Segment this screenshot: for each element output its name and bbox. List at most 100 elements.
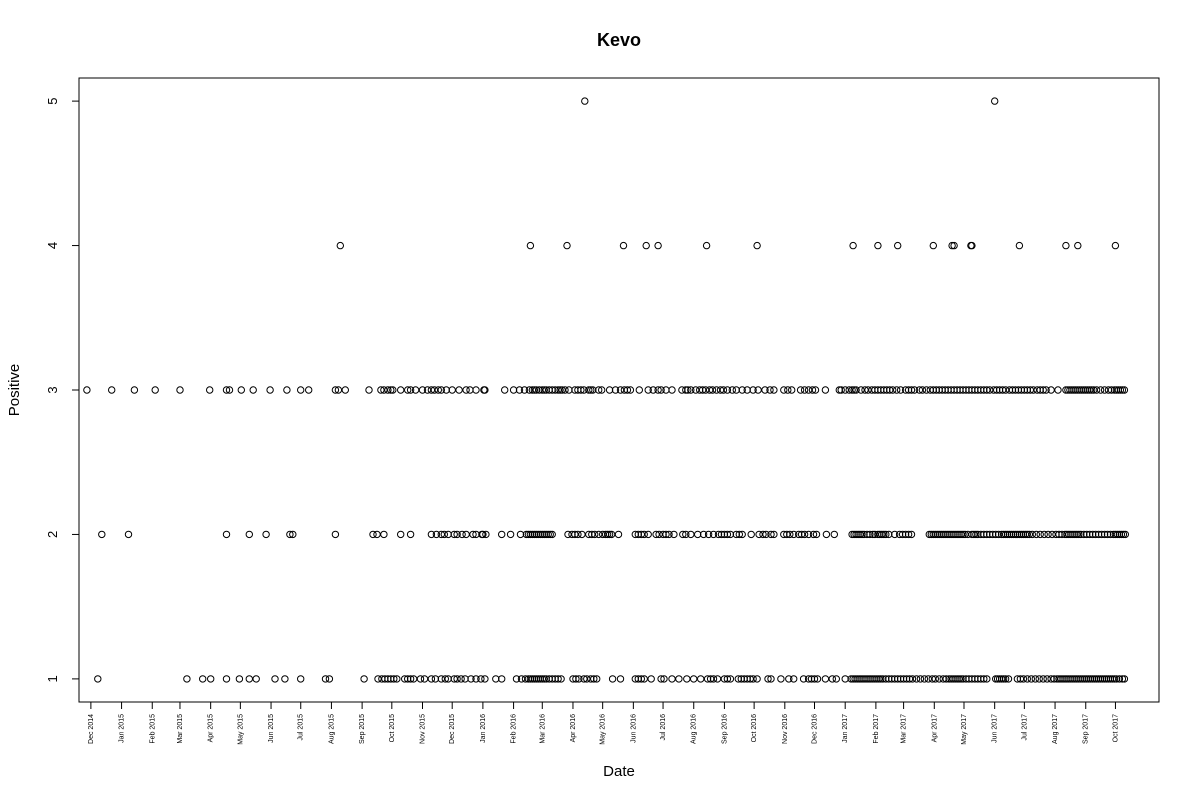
data-point (458, 530, 466, 539)
x-tick-label: Jun 2017 (992, 714, 999, 743)
data-point (804, 386, 813, 394)
data-point (397, 386, 405, 394)
data-point (687, 530, 695, 539)
x-tick-label: Jan 2016 (480, 714, 487, 743)
data-point (289, 530, 297, 539)
data-point (786, 530, 794, 539)
data-point (998, 386, 1007, 394)
data-point (712, 386, 721, 394)
data-point (334, 386, 343, 394)
data-point (1067, 530, 1075, 539)
data-point (907, 530, 916, 539)
data-point (755, 530, 763, 539)
data-point (448, 386, 456, 394)
data-point (207, 675, 215, 683)
data-point (795, 530, 803, 539)
data-point (665, 530, 673, 539)
x-tick-label: Feb 2015 (149, 714, 156, 744)
data-point (856, 530, 864, 539)
data-point (380, 386, 388, 394)
data-point (783, 530, 791, 539)
data-point (1117, 530, 1126, 539)
data-point (373, 530, 381, 539)
data-point (762, 530, 770, 539)
data-point (678, 386, 686, 394)
data-point (183, 675, 191, 683)
data-point (393, 675, 401, 683)
data-point (747, 530, 755, 539)
data-point (874, 241, 882, 250)
data-point (935, 675, 943, 683)
data-point (931, 675, 939, 683)
x-tick-label: Aug 2016 (691, 714, 698, 744)
data-point (941, 530, 949, 539)
data-point (406, 386, 415, 394)
data-point (1115, 530, 1124, 539)
data-point (1023, 530, 1032, 539)
data-point (1021, 530, 1030, 539)
data-point (857, 386, 865, 394)
data-point (1096, 675, 1105, 683)
data-point (1098, 675, 1107, 683)
data-point (530, 675, 539, 683)
data-point (832, 675, 840, 683)
data-point (365, 386, 373, 394)
data-point (698, 386, 707, 394)
y-tick-label: 3 (45, 386, 60, 393)
data-point (743, 675, 751, 683)
data-point (770, 386, 778, 394)
data-point (822, 530, 831, 539)
data-point (957, 530, 965, 539)
data-point (406, 530, 415, 539)
data-point (668, 386, 676, 394)
data-point (297, 386, 305, 394)
data-point (283, 386, 291, 394)
data-point (434, 386, 442, 394)
data-point (558, 386, 566, 394)
data-point (637, 675, 645, 683)
data-point (980, 675, 988, 683)
data-point (1039, 675, 1047, 683)
data-point (929, 241, 937, 250)
data-point (225, 386, 234, 394)
data-point (1118, 675, 1127, 683)
data-point (467, 675, 475, 683)
data-point (1036, 530, 1044, 539)
x-tick-label: Jul 2015 (298, 714, 305, 741)
data-point (886, 386, 894, 394)
x-tick-label: Mar 2016 (539, 714, 546, 744)
x-tick-label: Nov 2015 (420, 714, 427, 744)
data-point (1047, 675, 1055, 683)
data-point (540, 675, 548, 683)
data-point (108, 386, 116, 394)
data-point (384, 386, 392, 394)
data-point (999, 675, 1008, 683)
data-point (437, 386, 445, 394)
data-point (418, 386, 427, 394)
data-point (561, 386, 569, 394)
x-tick-label: Dec 2015 (449, 714, 456, 744)
data-point (640, 675, 648, 683)
y-axis-label: Positive (6, 364, 23, 417)
x-tick-label: Feb 2017 (873, 714, 880, 744)
x-tick-label: Jul 2016 (660, 714, 667, 741)
data-point (959, 530, 967, 539)
data-point (968, 675, 976, 683)
data-point (619, 241, 628, 250)
data-point (743, 386, 751, 394)
x-tick-label: Apr 2016 (570, 714, 577, 743)
data-point (1077, 675, 1085, 683)
data-point (540, 386, 548, 394)
data-point (427, 675, 436, 683)
data-point (548, 530, 556, 539)
data-point (176, 386, 184, 394)
data-point (799, 675, 808, 683)
data-point (380, 530, 388, 539)
data-point (374, 675, 382, 683)
data-point (726, 530, 735, 539)
data-point (1080, 530, 1088, 539)
data-point (585, 386, 593, 394)
data-point (1106, 675, 1115, 683)
data-point (437, 530, 445, 539)
data-point (453, 530, 461, 539)
